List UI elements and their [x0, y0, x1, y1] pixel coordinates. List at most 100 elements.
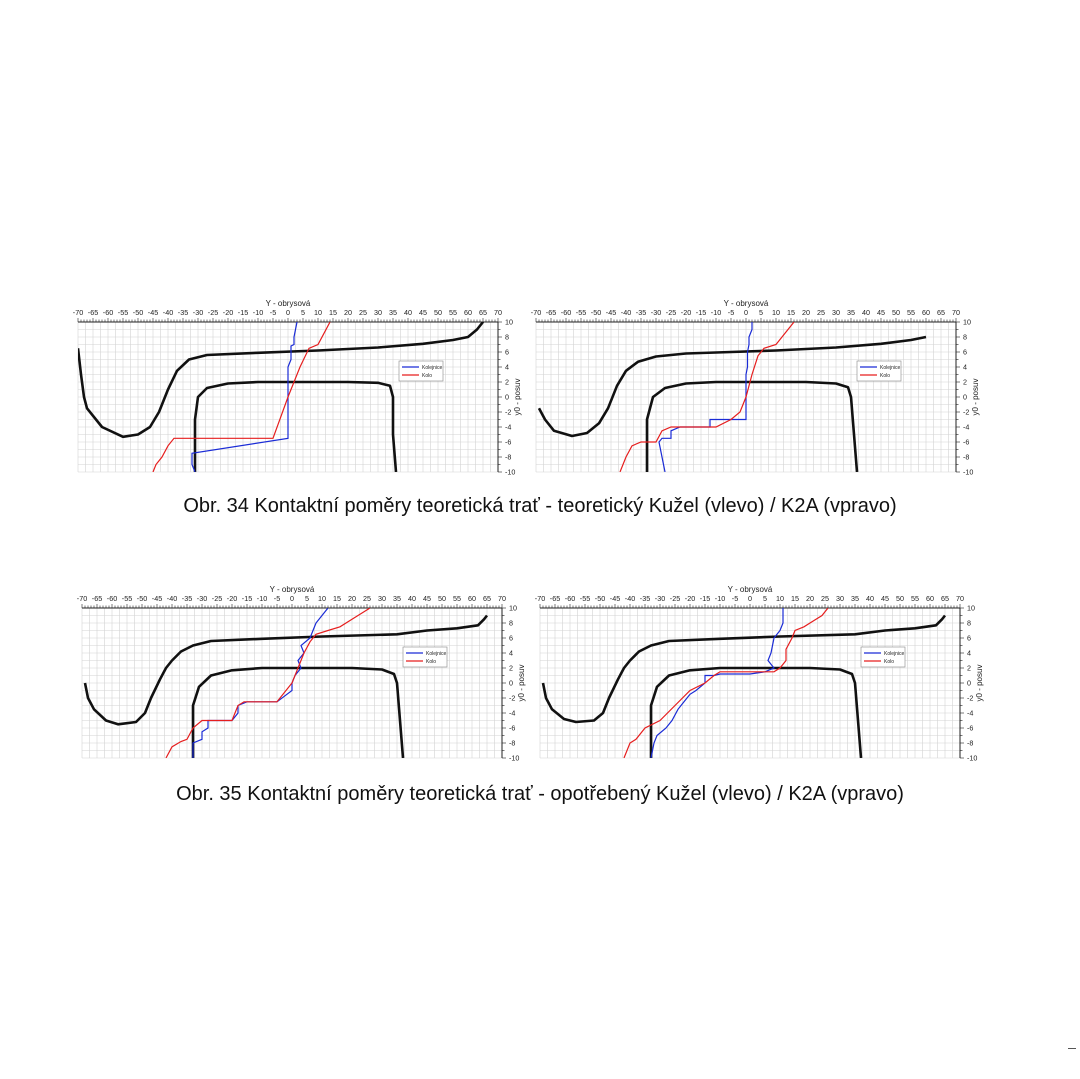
- x-tick-label: 70: [494, 308, 502, 317]
- y-tick-label: 8: [509, 619, 513, 628]
- y-tick-label: -10: [963, 468, 973, 477]
- x-tick-label: -45: [148, 308, 158, 317]
- series-line-kolejnice: [658, 322, 753, 472]
- x-tick-label: 25: [821, 594, 829, 603]
- x-tick-label: -30: [193, 308, 203, 317]
- x-tick-label: -50: [137, 594, 147, 603]
- x-tick-label: 40: [408, 594, 416, 603]
- wheel-profile-line: [537, 335, 927, 438]
- x-tick-label: -20: [681, 308, 691, 317]
- x-tick-label: -60: [565, 594, 575, 603]
- y-tick-label: -10: [505, 468, 515, 477]
- y-tick-label: 8: [967, 619, 971, 628]
- y-tick-label: 0: [509, 679, 513, 688]
- x-tick-label: 50: [892, 308, 900, 317]
- y-tick-label: -2: [963, 408, 969, 417]
- x-tick-label: 10: [314, 308, 322, 317]
- x-tick-label: 10: [776, 594, 784, 603]
- chart-svg: -70 -65 -60 -55 -50 -45 -40 -35 -30 -25 -20 -15 -10-…: [73, 299, 522, 477]
- x-tick-label: -5: [732, 594, 738, 603]
- legend: Kolejnice Kolo: [860, 646, 906, 668]
- y-tick-label: 4: [963, 363, 967, 372]
- y-tick-label: 6: [509, 634, 513, 643]
- x-tick-label: -10: [711, 308, 721, 317]
- x-tick-label: 45: [881, 594, 889, 603]
- y-tick-label: 0: [505, 393, 509, 402]
- legend-label: Kolejnice: [880, 365, 901, 371]
- y-tick-label: -4: [509, 709, 515, 718]
- rail-profile-line: [649, 666, 863, 758]
- x-tick-label: 30: [832, 308, 840, 317]
- x-tick-label: 25: [817, 308, 825, 317]
- x-tick-label: -15: [242, 594, 252, 603]
- x-tick-label: 40: [862, 308, 870, 317]
- x-axis-title: Y - obrysová: [270, 585, 315, 594]
- x-tick-label: 55: [911, 594, 919, 603]
- x-tick-label: 65: [937, 308, 945, 317]
- x-tick-label: -65: [550, 594, 560, 603]
- x-tick-label: -25: [666, 308, 676, 317]
- x-tick-label: 0: [290, 594, 294, 603]
- x-tick-label: -30: [197, 594, 207, 603]
- x-tick-label: 5: [763, 594, 767, 603]
- x-tick-label: 60: [926, 594, 934, 603]
- x-tick-label: -65: [92, 594, 102, 603]
- y-axis-title: y0 - posuv: [517, 665, 526, 702]
- x-tick-label: 45: [877, 308, 885, 317]
- x-tick-label: -10: [257, 594, 267, 603]
- x-tick-label: 55: [449, 308, 457, 317]
- x-tick-label: -30: [655, 594, 665, 603]
- y-tick-label: -10: [509, 754, 519, 763]
- y-tick-label: -8: [509, 739, 515, 748]
- series-line-kolo: [619, 322, 795, 472]
- chart-svg: -70 -65 -60 -55 -50 -45 -40 -35 -30 -25 -20 -15 -10-…: [77, 585, 526, 763]
- y-axis-title: y0 - posuv: [971, 379, 980, 416]
- x-tick-label: 70: [956, 594, 964, 603]
- y-tick-label: -8: [967, 739, 973, 748]
- x-tick-label: 5: [759, 308, 763, 317]
- x-tick-label: 25: [359, 308, 367, 317]
- x-tick-label: -20: [223, 308, 233, 317]
- x-tick-label: -60: [103, 308, 113, 317]
- y-tick-label: -4: [963, 423, 969, 432]
- legend-label: Kolejnice: [422, 365, 443, 371]
- y-tick-label: -4: [967, 709, 973, 718]
- x-tick-label: 5: [305, 594, 309, 603]
- series-line-kolejnice: [192, 608, 329, 758]
- y-tick-label: 0: [963, 393, 967, 402]
- x-tick-label: 65: [941, 594, 949, 603]
- x-tick-label: -40: [621, 308, 631, 317]
- x-tick-label: 55: [453, 594, 461, 603]
- x-tick-label: -40: [167, 594, 177, 603]
- x-tick-label: 70: [952, 308, 960, 317]
- y-tick-label: -6: [505, 438, 511, 447]
- page-corner-mark: [1068, 1048, 1076, 1049]
- legend-box: [860, 646, 906, 668]
- series-line-kolo: [152, 322, 331, 472]
- x-tick-label: -30: [651, 308, 661, 317]
- x-tick-label: 10: [772, 308, 780, 317]
- x-tick-label: 40: [404, 308, 412, 317]
- legend: Kolejnice Kolo: [398, 360, 444, 382]
- x-tick-label: -70: [535, 594, 545, 603]
- y-tick-label: -2: [505, 408, 511, 417]
- y-tick-label: -10: [967, 754, 977, 763]
- wheel-profile-line: [541, 614, 947, 724]
- caption-obr-34: Obr. 34 Kontaktní poměry teoretická trať…: [183, 495, 897, 517]
- legend-label: Kolo: [884, 659, 894, 665]
- x-tick-label: -10: [715, 594, 725, 603]
- x-tick-label: 60: [468, 594, 476, 603]
- x-tick-label: -55: [580, 594, 590, 603]
- legend-box: [402, 646, 448, 668]
- x-tick-label: -55: [118, 308, 128, 317]
- y-tick-label: 8: [963, 333, 967, 342]
- x-tick-label: 65: [483, 594, 491, 603]
- x-tick-label: -25: [670, 594, 680, 603]
- y-tick-label: -2: [967, 694, 973, 703]
- y-tick-label: 10: [963, 318, 971, 327]
- x-axis-title: Y - obrysová: [266, 299, 311, 308]
- x-tick-label: -25: [212, 594, 222, 603]
- x-tick-label: 65: [479, 308, 487, 317]
- chart-35-left: -70 -65 -60 -55 -50 -45 -40 -35 -30 -25 -20 -15 -10-…: [64, 578, 526, 768]
- x-tick-label: -20: [685, 594, 695, 603]
